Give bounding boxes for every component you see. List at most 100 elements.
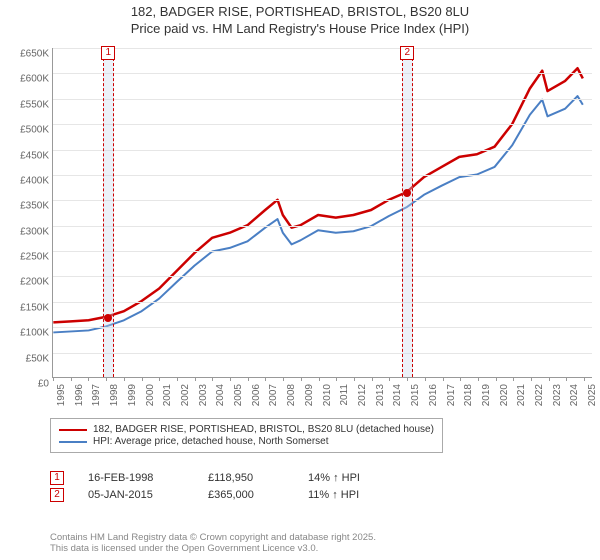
x-axis-label: 2002: [180, 384, 191, 406]
x-tick: [549, 377, 550, 381]
x-axis-label: 2009: [304, 384, 315, 406]
event-date: 05-JAN-2015: [88, 489, 208, 501]
event-row: 2 05-JAN-2015£365,00011% ↑ HPI: [50, 488, 360, 502]
event-row: 116-FEB-1998£118,95014% ↑ HPI: [50, 471, 360, 485]
x-tick: [142, 377, 143, 381]
x-tick: [496, 377, 497, 381]
marker-band: [103, 48, 114, 377]
y-axis-label: £250K: [7, 252, 49, 263]
marker-label: 2: [400, 46, 414, 60]
gridline-h: [53, 327, 592, 328]
attribution: Contains HM Land Registry data © Crown c…: [50, 532, 376, 554]
event-price: £118,950: [208, 472, 308, 484]
x-axis-label: 2000: [145, 384, 156, 406]
x-axis-label: 2023: [552, 384, 563, 406]
x-tick: [248, 377, 249, 381]
y-axis-label: £550K: [7, 99, 49, 110]
x-axis-label: 2015: [410, 384, 421, 406]
marker-label: 1: [101, 46, 115, 60]
x-axis-label: 2003: [198, 384, 209, 406]
x-tick: [584, 377, 585, 381]
x-axis-label: 2014: [392, 384, 403, 406]
y-axis-label: £150K: [7, 302, 49, 313]
legend-label: 182, BADGER RISE, PORTISHEAD, BRISTOL, B…: [93, 424, 434, 435]
marker-dot: [104, 314, 112, 322]
x-tick: [389, 377, 390, 381]
y-axis-label: £500K: [7, 125, 49, 136]
x-axis-label: 2008: [286, 384, 297, 406]
gridline-h: [53, 200, 592, 201]
x-axis-label: 2011: [339, 384, 350, 406]
x-tick: [106, 377, 107, 381]
x-tick: [443, 377, 444, 381]
y-axis-label: £450K: [7, 150, 49, 161]
x-tick: [425, 377, 426, 381]
marker-band: [402, 48, 413, 377]
x-tick: [407, 377, 408, 381]
x-tick: [53, 377, 54, 381]
gridline-h: [53, 251, 592, 252]
x-tick: [88, 377, 89, 381]
x-tick: [177, 377, 178, 381]
x-axis-label: 2022: [534, 384, 545, 406]
legend-swatch: [59, 429, 87, 431]
x-axis-label: 2006: [251, 384, 262, 406]
x-axis-label: 2004: [215, 384, 226, 406]
x-tick: [283, 377, 284, 381]
attribution-line-1: Contains HM Land Registry data © Crown c…: [50, 532, 376, 543]
x-axis-label: 2010: [322, 384, 333, 406]
y-axis-label: £600K: [7, 74, 49, 85]
gridline-h: [53, 175, 592, 176]
x-tick: [478, 377, 479, 381]
x-axis-label: 2021: [516, 384, 527, 406]
event-badge: 1: [50, 471, 64, 485]
x-axis-label: 2005: [233, 384, 244, 406]
x-axis-label: 2019: [481, 384, 492, 406]
event-delta: 11% ↑ HPI: [308, 489, 359, 501]
x-axis-label: 2007: [268, 384, 279, 406]
x-tick: [336, 377, 337, 381]
x-tick: [513, 377, 514, 381]
gridline-h: [53, 226, 592, 227]
event-table: 116-FEB-1998£118,95014% ↑ HPI205-JAN-201…: [50, 468, 360, 505]
gridline-h: [53, 150, 592, 151]
event-delta: 14% ↑ HPI: [308, 472, 360, 484]
x-tick: [124, 377, 125, 381]
x-tick: [301, 377, 302, 381]
x-axis-label: 2025: [587, 384, 598, 406]
x-tick: [265, 377, 266, 381]
attribution-line-2: This data is licensed under the Open Gov…: [50, 543, 376, 554]
y-axis-label: £0: [7, 379, 49, 390]
x-tick: [212, 377, 213, 381]
gridline-h: [53, 353, 592, 354]
x-axis-label: 2001: [162, 384, 173, 406]
event-price: £365,000: [208, 489, 308, 501]
legend-item: 182, BADGER RISE, PORTISHEAD, BRISTOL, B…: [59, 424, 434, 435]
x-axis-label: 2024: [569, 384, 580, 406]
y-axis-label: £650K: [7, 49, 49, 60]
legend-swatch: [59, 441, 87, 443]
x-tick: [319, 377, 320, 381]
x-axis-label: 2018: [463, 384, 474, 406]
x-tick: [372, 377, 373, 381]
legend-item: HPI: Average price, detached house, Nort…: [59, 436, 434, 447]
x-tick: [566, 377, 567, 381]
y-axis-label: £350K: [7, 201, 49, 212]
x-tick: [354, 377, 355, 381]
gridline-h: [53, 302, 592, 303]
gridline-h: [53, 124, 592, 125]
x-tick: [71, 377, 72, 381]
event-badge: 2: [50, 488, 64, 502]
x-axis-label: 1997: [91, 384, 102, 406]
gridline-h: [53, 48, 592, 49]
chart-subtitle: Price paid vs. HM Land Registry's House …: [0, 21, 600, 36]
x-tick: [460, 377, 461, 381]
chart: £0£50K£100K£150K£200K£250K£300K£350K£400…: [6, 42, 594, 412]
legend-label: HPI: Average price, detached house, Nort…: [93, 436, 329, 447]
x-axis-label: 2020: [499, 384, 510, 406]
x-axis-label: 2013: [375, 384, 386, 406]
x-axis-label: 2012: [357, 384, 368, 406]
gridline-h: [53, 99, 592, 100]
gridline-h: [53, 276, 592, 277]
x-tick: [159, 377, 160, 381]
